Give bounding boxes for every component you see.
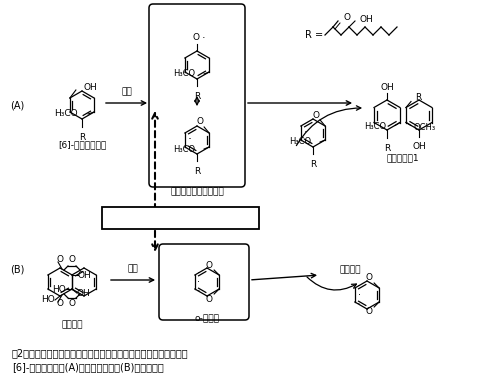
Text: [6]-ジンゲロール: [6]-ジンゲロール [58, 140, 106, 149]
Text: O: O [192, 34, 200, 43]
Text: OCH₃: OCH₃ [413, 123, 435, 132]
Text: H₃CO: H₃CO [173, 70, 195, 79]
Text: O: O [69, 255, 75, 264]
Text: (A): (A) [10, 100, 24, 110]
Text: HO: HO [52, 284, 66, 293]
Text: H₃CO: H₃CO [173, 144, 195, 154]
Text: 捕捉: 捕捉 [128, 264, 138, 273]
Text: H₃CO: H₃CO [289, 137, 311, 147]
Text: パーオキシナイトライト: パーオキシナイトライト [148, 213, 213, 223]
Text: OH: OH [359, 14, 373, 24]
Text: ·: · [197, 286, 201, 296]
Text: 図2　パーオキシナイトライトによる酸化およびニトロ化に対する: 図2 パーオキシナイトライトによる酸化およびニトロ化に対する [12, 348, 189, 358]
Text: フェノキシルラジカル: フェノキシルラジカル [170, 187, 224, 196]
Text: ·: · [197, 268, 201, 278]
Text: OH: OH [78, 271, 92, 279]
FancyBboxPatch shape [102, 207, 259, 229]
Text: H₃CO: H₃CO [55, 110, 78, 118]
Text: エラグ酸: エラグ酸 [61, 320, 83, 329]
Text: ·: · [358, 290, 361, 300]
Text: R: R [384, 144, 390, 153]
Text: ·: · [188, 134, 192, 147]
Text: 反応生成物1: 反応生成物1 [387, 153, 420, 162]
Text: [6]-ジンゲロール(A)およびエラグ酸(B)の抑制機構: [6]-ジンゲロール(A)およびエラグ酸(B)の抑制機構 [12, 362, 164, 372]
Text: O: O [69, 300, 75, 308]
Text: ·: · [202, 33, 205, 43]
Text: R =: R = [305, 30, 323, 40]
Text: OH: OH [380, 82, 394, 91]
Text: O: O [57, 255, 63, 264]
Text: ·: · [357, 299, 360, 309]
Text: R: R [310, 160, 316, 169]
Text: OH: OH [77, 288, 91, 298]
Text: HO: HO [41, 296, 55, 305]
Text: O: O [343, 12, 350, 22]
Text: O: O [197, 116, 204, 125]
Text: (B): (B) [10, 265, 24, 275]
Text: O: O [205, 260, 213, 269]
Text: 捕捉: 捕捉 [121, 87, 132, 96]
Text: O: O [312, 111, 320, 120]
Text: O: O [366, 274, 372, 283]
Text: R: R [194, 92, 200, 101]
Text: OH: OH [84, 84, 97, 92]
Text: O: O [57, 300, 63, 308]
Text: O: O [366, 308, 372, 317]
Text: ·: · [304, 127, 308, 139]
Text: R: R [79, 133, 85, 142]
Text: R: R [194, 167, 200, 176]
Text: O: O [205, 295, 213, 303]
Text: 重合体？: 重合体？ [340, 265, 361, 274]
Text: ·: · [357, 281, 360, 291]
Text: H₃CO: H₃CO [364, 122, 386, 131]
Text: ·: · [197, 277, 200, 287]
Text: OH: OH [412, 142, 426, 151]
Text: o-キノン: o-キノン [194, 314, 219, 323]
Text: R: R [415, 93, 421, 102]
